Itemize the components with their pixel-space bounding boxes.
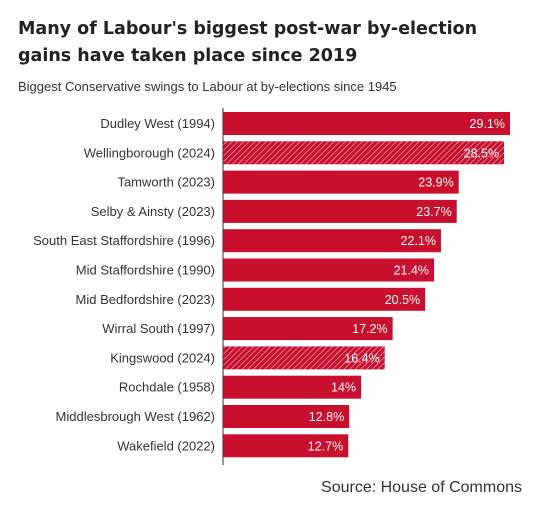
value-label: 12.8% (309, 410, 344, 424)
bar-row: South East Staffordshire (1996) 22.1% (33, 229, 441, 253)
bar-row: Rochdale (1958) 14% (119, 375, 362, 399)
value-label: 14% (331, 381, 356, 395)
category-label: Wellingborough (2024) (84, 145, 215, 160)
value-label: 23.9% (418, 176, 453, 190)
bar-row: Selby & Ainsty (2023) 23.7% (91, 199, 457, 223)
bar (223, 287, 426, 311)
bar-row: Kingswood (2024) 16.4% (110, 346, 385, 370)
value-label: 20.5% (385, 293, 420, 307)
bar-row: Mid Staffordshire (1990) 21.4% (76, 258, 435, 282)
bar (223, 258, 435, 282)
bar (223, 199, 457, 223)
source-credit: Source: House of Commons (321, 479, 522, 496)
bar (223, 405, 350, 428)
chart-title: Many of Labour's biggest post-war by-ele… (18, 19, 478, 66)
category-label: Wirral South (1997) (102, 321, 215, 336)
bar (223, 112, 510, 135)
bar-row: Wakefield (2022) 12.7% (117, 434, 349, 458)
bar-hatched (223, 346, 385, 370)
value-label: 23.7% (416, 205, 451, 219)
bar (223, 170, 459, 194)
category-label: Rochdale (1958) (119, 380, 215, 395)
category-label: Selby & Ainsty (2023) (91, 204, 215, 219)
value-label: 16.4% (344, 351, 379, 365)
category-label: Mid Bedfordshire (2023) (76, 292, 215, 307)
category-label: South East Staffordshire (1996) (33, 233, 215, 248)
bar-row: Wirral South (1997) 17.2% (102, 317, 393, 341)
category-label: Tamworth (2023) (117, 175, 215, 190)
bar-hatched (223, 141, 505, 165)
value-label: 21.4% (394, 264, 429, 278)
value-label: 29.1% (470, 117, 505, 131)
chart-subtitle: Biggest Conservative swings to Labour at… (18, 79, 397, 94)
bar-row: Middlesbrough West (1962) 12.8% (56, 405, 350, 428)
bar-row: Tamworth (2023) 23.9% (117, 170, 459, 194)
category-label: Kingswood (2024) (110, 350, 215, 365)
bar (223, 229, 441, 253)
bar (223, 317, 393, 341)
bar-row: Mid Bedfordshire (2023) 20.5% (76, 287, 426, 311)
category-label: Dudley West (1994) (100, 116, 215, 131)
category-label: Wakefield (2022) (117, 438, 215, 453)
value-label: 12.7% (308, 439, 343, 453)
category-label: Middlesbrough West (1962) (56, 409, 215, 424)
bar-row: Dudley West (1994) 29.1% (100, 112, 510, 135)
value-label: 28.5% (464, 146, 499, 160)
bar-row: Wellingborough (2024) 28.5% (84, 141, 505, 165)
bar (223, 434, 349, 458)
bar (223, 375, 362, 399)
category-label: Mid Staffordshire (1990) (76, 263, 215, 278)
value-label: 22.1% (401, 234, 436, 248)
value-label: 17.2% (352, 322, 387, 336)
